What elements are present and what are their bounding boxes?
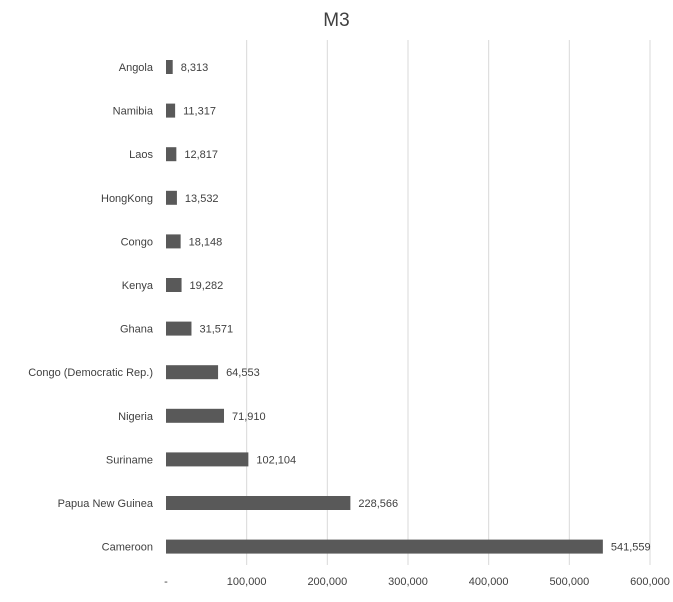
bar	[166, 539, 603, 554]
data-label: 11,317	[183, 106, 216, 118]
x-tick-label: -	[164, 576, 168, 588]
x-axis-ticks: - 100,000 200,000 300,000 400,000 500,000 600,…	[164, 576, 670, 588]
category-label: Congo (Democratic Rep.)	[28, 367, 153, 379]
category-label: Nigeria	[118, 411, 154, 423]
bar	[166, 365, 219, 380]
category-label: Ghana	[120, 324, 154, 336]
x-tick-label: 100,000	[227, 576, 267, 588]
bar	[166, 452, 249, 467]
category-label: Congo	[121, 236, 153, 248]
data-label: 102,104	[256, 454, 296, 466]
data-label: 12,817	[184, 149, 218, 161]
category-label: Namibia	[113, 106, 154, 118]
x-tick-label: 200,000	[307, 576, 347, 588]
data-label: 541,559	[611, 542, 651, 554]
data-label: 19,282	[190, 280, 224, 292]
bar	[166, 147, 177, 162]
bars	[166, 60, 603, 554]
x-tick-label: 400,000	[469, 576, 509, 588]
data-label: 13,532	[185, 193, 219, 205]
bar	[166, 190, 177, 205]
data-label: 71,910	[232, 411, 266, 423]
data-labels: 8,313 11,317 12,817 13,532 18,148 19,282 31,57…	[181, 62, 651, 554]
data-label: 31,571	[199, 324, 233, 336]
category-label: Laos	[129, 149, 153, 161]
bar	[166, 60, 173, 74]
bar	[166, 496, 351, 510]
data-label: 64,553	[226, 367, 260, 379]
bar	[166, 103, 176, 118]
category-label: Angola	[119, 62, 154, 74]
bar	[166, 234, 181, 249]
x-tick-label: 600,000	[630, 576, 670, 588]
category-label: Suriname	[106, 454, 153, 466]
category-label: Kenya	[122, 280, 154, 292]
data-label: 228,566	[358, 498, 398, 510]
data-label: 8,313	[181, 62, 209, 74]
chart-title: M3	[323, 10, 350, 31]
gridlines	[246, 40, 651, 565]
x-tick-label: 500,000	[549, 576, 589, 588]
category-label: HongKong	[101, 193, 153, 205]
bar	[166, 278, 182, 292]
category-label: Papua New Guinea	[58, 498, 154, 510]
x-tick-label: 300,000	[388, 576, 428, 588]
bar	[166, 408, 225, 423]
category-labels: Angola Namibia Laos HongKong Congo Kenya Ghana…	[28, 62, 154, 554]
data-label: 18,148	[189, 236, 223, 248]
category-label: Cameroon	[102, 542, 153, 554]
bar	[166, 321, 192, 336]
